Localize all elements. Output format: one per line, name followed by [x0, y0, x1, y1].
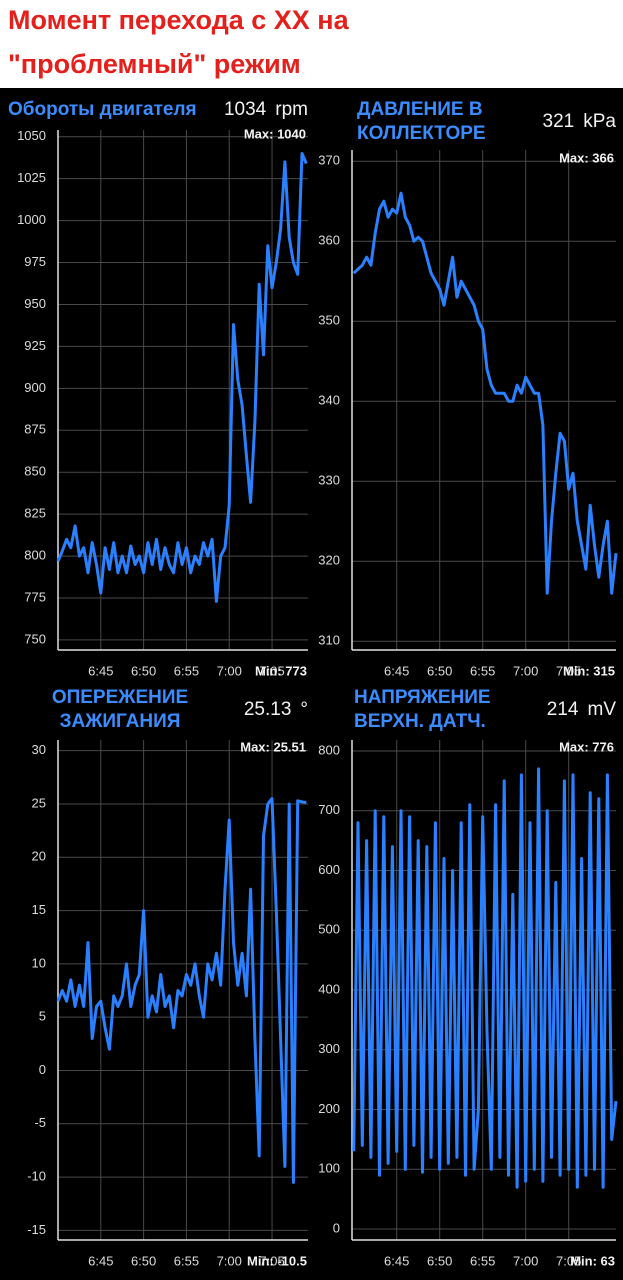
max-label: Max: 1040: [244, 126, 306, 141]
max-label: Max: 776: [559, 739, 614, 754]
x-tick-label: 6:50: [427, 1253, 452, 1268]
data-line: [352, 767, 618, 1189]
panel-title: НАПРЯЖЕНИЕ: [354, 687, 491, 708]
x-tick-label: 7:05: [556, 663, 581, 678]
unit: rpm: [275, 99, 308, 120]
header-band: [0, 0, 623, 88]
y-tick-label: -10: [27, 1169, 46, 1184]
y-tick-label: 900: [24, 380, 46, 395]
y-tick-label: 200: [318, 1101, 340, 1116]
x-tick-label: 6:55: [470, 1253, 495, 1268]
data-line: [56, 797, 307, 1184]
current-value: 25.13: [244, 699, 292, 720]
data-line: [56, 152, 308, 603]
y-tick-label: 400: [318, 981, 340, 996]
x-tick-label: 6:50: [131, 663, 156, 678]
y-tick-label: 975: [24, 254, 46, 269]
y-tick-label: 10: [32, 955, 46, 970]
x-tick-label: 7:05: [556, 1253, 581, 1268]
y-tick-label: 330: [318, 473, 340, 488]
min-label: Min: 315: [563, 663, 615, 678]
y-tick-label: 320: [318, 553, 340, 568]
y-tick-label: 20: [32, 849, 46, 864]
x-tick-label: 6:50: [131, 1253, 156, 1268]
y-tick-label: 300: [318, 1041, 340, 1056]
x-tick-label: 6:55: [174, 1253, 199, 1268]
x-tick-label: 6:45: [384, 1253, 409, 1268]
unit: kPa: [583, 111, 616, 132]
max-label: Max: 366: [559, 150, 614, 165]
panel-title: ОПЕРЕЖЕНИЕ: [52, 687, 188, 708]
y-tick-label: 5: [39, 1009, 46, 1024]
x-tick-label: 6:55: [174, 663, 199, 678]
x-tick-label: 6:55: [470, 663, 495, 678]
x-tick-label: 7:00: [217, 1253, 242, 1268]
x-tick-label: 7:00: [217, 663, 242, 678]
min-label: Min: -10.5: [247, 1253, 307, 1268]
y-tick-label: 350: [318, 313, 340, 328]
y-tick-label: 25: [32, 795, 46, 810]
y-tick-label: -5: [34, 1115, 46, 1130]
data-line: [352, 191, 618, 595]
y-tick-label: 30: [32, 742, 46, 757]
header-title: "проблемный" режим: [8, 49, 301, 79]
unit: °: [300, 699, 308, 720]
x-tick-label: 7:05: [259, 1253, 284, 1268]
y-tick-label: 360: [318, 233, 340, 248]
x-tick-label: 6:45: [88, 663, 113, 678]
y-tick-label: 700: [318, 802, 340, 817]
y-tick-label: 500: [318, 922, 340, 937]
y-tick-label: 0: [333, 1220, 340, 1235]
x-tick-label: 7:05: [259, 663, 284, 678]
y-tick-label: 825: [24, 506, 46, 521]
y-tick-label: 925: [24, 338, 46, 353]
panel-title: ДАВЛЕНИЕ В: [357, 99, 483, 120]
y-tick-label: 0: [39, 1062, 46, 1077]
y-tick-label: 15: [32, 902, 46, 917]
y-tick-label: 100: [318, 1161, 340, 1176]
y-tick-label: 600: [318, 862, 340, 877]
current-value: 321: [543, 111, 575, 132]
min-label: Min: 773: [255, 663, 307, 678]
panel-title: КОЛЛЕКТОРЕ: [357, 123, 486, 144]
panel-title: Обороты двигателя: [8, 99, 197, 120]
y-tick-label: 310: [318, 633, 340, 648]
current-value: 1034: [224, 99, 267, 120]
unit: mV: [588, 699, 617, 720]
x-tick-label: 6:50: [427, 663, 452, 678]
header-title: Момент перехода с ХХ на: [8, 5, 350, 35]
x-tick-label: 7:00: [513, 663, 538, 678]
y-tick-label: 340: [318, 393, 340, 408]
min-label: Min: 63: [570, 1253, 615, 1268]
panel-title: ЗАЖИГАНИЯ: [60, 711, 181, 732]
y-tick-label: 950: [24, 296, 46, 311]
y-tick-label: -15: [27, 1222, 46, 1237]
max-label: Max: 25.51: [240, 739, 306, 754]
y-tick-label: 875: [24, 422, 46, 437]
x-tick-label: 7:00: [513, 1253, 538, 1268]
current-value: 214: [547, 699, 579, 720]
y-tick-label: 850: [24, 464, 46, 479]
y-tick-label: 800: [24, 548, 46, 563]
panel-title: ВЕРХН. ДАТЧ.: [354, 711, 486, 732]
y-tick-label: 1025: [17, 170, 46, 185]
y-tick-label: 775: [24, 589, 46, 604]
y-tick-label: 800: [318, 742, 340, 757]
y-tick-label: 370: [318, 153, 340, 168]
x-tick-label: 6:45: [384, 663, 409, 678]
x-tick-label: 6:45: [88, 1253, 113, 1268]
y-tick-label: 1050: [17, 128, 46, 143]
y-tick-label: 1000: [17, 212, 46, 227]
y-tick-label: 750: [24, 631, 46, 646]
